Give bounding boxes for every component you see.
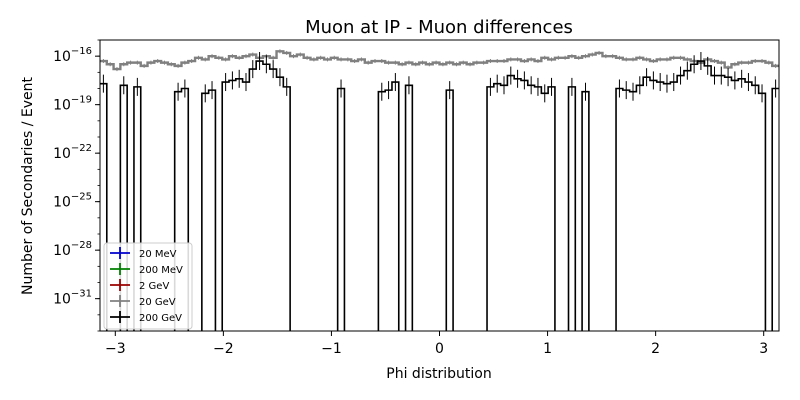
y-tick-base: 10: [53, 292, 71, 308]
y-tick-base: 10: [53, 49, 71, 65]
series-line: [100, 50, 779, 71]
y-tick-base: 10: [53, 146, 71, 162]
x-axis-label: Phi distribution: [386, 366, 491, 382]
chart-title: Muon at IP - Muon differences: [305, 17, 573, 38]
legend-entry: 200 MeV: [110, 263, 183, 276]
y-tick-base: 10: [53, 195, 71, 211]
x-axis: −3 −2 −1 0 1 2 3: [105, 331, 768, 357]
x-tick-label: 0: [435, 341, 444, 357]
y-tick-label: 10−28: [53, 240, 92, 259]
y-tick-label: 10−19: [53, 95, 92, 114]
legend-label: 2 GeV: [139, 281, 169, 292]
y-tick-label: 10−22: [53, 143, 92, 162]
x-tick-label: −3: [105, 341, 126, 357]
y-tick-exponent: −28: [71, 240, 92, 251]
y-axis-label: Number of Secondaries / Event: [20, 76, 36, 295]
x-tick-label: 2: [651, 341, 660, 357]
legend-entry: 2 GeV: [110, 279, 169, 292]
legend-label: 20 GeV: [139, 297, 176, 308]
legend-label: 200 MeV: [139, 265, 183, 276]
y-tick-exponent: −19: [71, 95, 92, 106]
legend-entry: 200 GeV: [110, 311, 182, 324]
y-tick-label: 10−16: [53, 46, 92, 65]
y-tick-exponent: −16: [71, 46, 92, 57]
x-tick-label: −2: [213, 341, 234, 357]
legend-label: 20 MeV: [139, 249, 177, 260]
x-tick-label: 1: [543, 341, 552, 357]
legend: 20 MeV 200 MeV 2 GeV 20 GeV 200 GeV: [103, 242, 193, 330]
series-200-gev: [100, 52, 779, 331]
y-tick-exponent: −25: [71, 192, 92, 203]
y-tick-base: 10: [53, 98, 71, 114]
y-tick-base: 10: [53, 243, 71, 259]
y-tick-label: 10−31: [53, 289, 92, 308]
series-layer: [100, 49, 779, 331]
legend-entry: 20 GeV: [110, 295, 176, 308]
series-line: [100, 60, 779, 331]
legend-box: [103, 242, 193, 330]
x-tick-label: −1: [321, 341, 342, 357]
legend-label: 200 GeV: [139, 313, 182, 324]
y-tick-label: 10−25: [53, 192, 92, 211]
y-tick-exponent: −31: [71, 289, 92, 300]
series-20-gev: [100, 49, 779, 72]
x-tick-label: 3: [759, 341, 768, 357]
y-tick-exponent: −22: [71, 143, 92, 154]
legend-entry: 20 MeV: [110, 247, 177, 260]
